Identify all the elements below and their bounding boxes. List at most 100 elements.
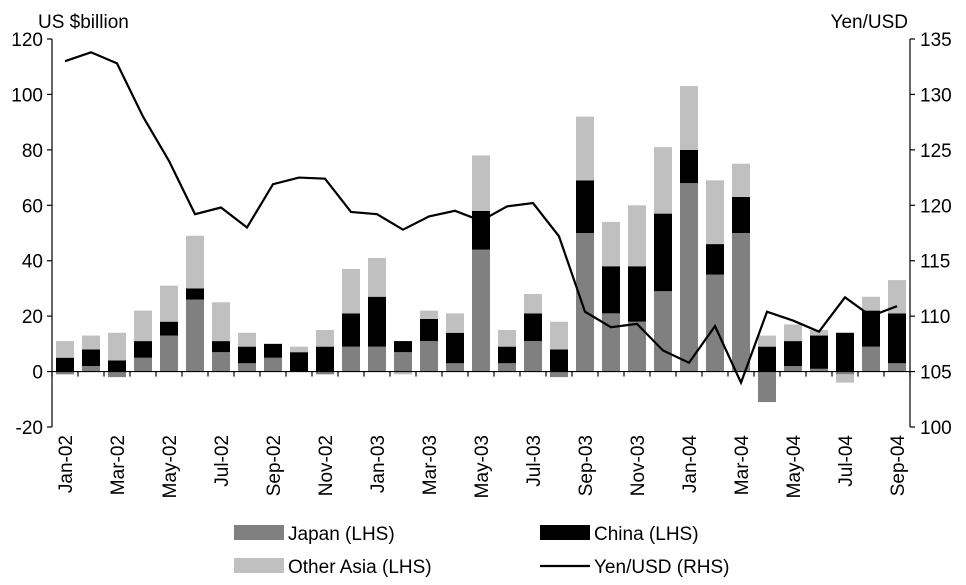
legend-label: China (LHS) — [594, 524, 699, 545]
bar-Aug-04-other-asia — [862, 296, 880, 311]
right-tick-label: 130 — [920, 85, 952, 106]
bar-Apr-04-other-asia — [758, 335, 776, 347]
bar-May-02-other-asia — [160, 285, 178, 322]
bar-Sep-03-other-asia — [576, 116, 594, 181]
bar-Feb-04-china — [706, 244, 724, 275]
bar-Sep-04-china — [888, 313, 906, 364]
bar-Oct-03-china — [602, 266, 620, 314]
right-tick-label: 125 — [920, 141, 952, 162]
right-tick-label: 135 — [920, 30, 952, 51]
line-layer — [64, 51, 898, 386]
bar-Jan-03-other-asia — [368, 257, 386, 297]
bar-Jul-02-china — [212, 341, 230, 353]
x-tick-label: Jan-02 — [56, 435, 77, 493]
legend-item: Japan (LHS) — [234, 524, 395, 545]
legend-item: Yen/USD (RHS) — [540, 557, 730, 578]
bar-Nov-03-japan — [628, 321, 646, 372]
bar-Jul-03-china — [524, 313, 542, 342]
bars-layer — [56, 86, 906, 403]
bar-Mar-02-japan — [108, 371, 126, 378]
left-tick-label: 40 — [22, 252, 43, 273]
right-tick-label: 110 — [920, 307, 950, 328]
x-tick-label: Jul-03 — [524, 435, 545, 487]
bar-Jul-04-china — [836, 332, 854, 372]
bar-Aug-03-japan — [550, 371, 568, 378]
left-tick-label: -20 — [16, 418, 43, 439]
bar-Mar-04-other-asia — [732, 163, 750, 197]
bar-Sep-03-china — [576, 180, 594, 233]
right-tick-label: 105 — [920, 363, 952, 384]
bar-Feb-03-japan — [394, 352, 412, 372]
right-tick-label: 120 — [920, 196, 952, 217]
axes-layer: -20 0 20 40 60 80 100 120 100 105 110 115 120 125 130 1… — [11, 30, 951, 498]
legend-swatch — [234, 525, 284, 540]
bar-Oct-03-japan — [602, 313, 620, 372]
yen-usd-line — [64, 51, 898, 386]
bar-Jul-02-other-asia — [212, 302, 230, 342]
bar-Jun-02-other-asia — [186, 235, 204, 289]
x-tick-label: Mar-02 — [108, 435, 129, 495]
bar-Jun-02-china — [186, 288, 204, 300]
x-tick-label: Jul-02 — [212, 435, 233, 487]
bar-Sep-02-china — [264, 343, 282, 358]
left-tick-label: 60 — [22, 196, 43, 217]
bar-Jun-02-japan — [186, 299, 204, 372]
bar-Apr-02-china — [134, 341, 152, 358]
left-tick-label: 0 — [32, 363, 43, 384]
bar-Jan-04-china — [680, 149, 698, 184]
bar-Dec-03-china — [654, 213, 672, 292]
bar-Mar-02-china — [108, 360, 126, 372]
bar-Aug-02-other-asia — [238, 332, 256, 347]
bar-Feb-02-japan — [82, 366, 100, 372]
bar-Dec-02-other-asia — [342, 269, 360, 314]
bar-Dec-03-other-asia — [654, 147, 672, 214]
x-tick-label: Sep-02 — [264, 435, 285, 496]
bar-Jun-03-china — [498, 346, 516, 364]
bar-Oct-02-china — [290, 352, 308, 372]
bar-Jan-02-japan — [56, 371, 74, 375]
bar-Apr-04-china — [758, 346, 776, 372]
bar-Oct-02-other-asia — [290, 346, 308, 353]
bar-Jan-03-china — [368, 296, 386, 347]
bar-Nov-02-other-asia — [316, 330, 334, 347]
bar-Jan-04-other-asia — [680, 86, 698, 150]
bar-Feb-02-china — [82, 349, 100, 367]
x-tick-label: Mar-03 — [420, 435, 441, 495]
x-tick-label: Mar-04 — [732, 435, 753, 496]
legend-label: Japan (LHS) — [288, 524, 395, 545]
left-tick-label: 20 — [22, 307, 43, 328]
bar-Apr-03-japan — [446, 363, 464, 372]
bar-Mar-03-china — [420, 318, 438, 342]
right-tick-label: 115 — [920, 252, 950, 273]
bar-May-02-china — [160, 321, 178, 336]
x-tick-label: May-02 — [160, 435, 181, 498]
bar-Aug-04-japan — [862, 346, 880, 372]
bar-Feb-04-japan — [706, 274, 724, 372]
left-axis-title: US $billion — [38, 12, 129, 33]
bar-Aug-03-other-asia — [550, 321, 568, 350]
right-axis-title: Yen/USD — [831, 12, 908, 33]
x-tick-label: Jan-03 — [368, 435, 389, 493]
bar-May-03-china — [472, 210, 490, 250]
bar-Jan-02-china — [56, 357, 74, 372]
bar-Aug-04-china — [862, 310, 880, 347]
bar-May-04-other-asia — [784, 324, 802, 342]
legend-label: Yen/USD (RHS) — [594, 557, 730, 578]
legend-item: Other Asia (LHS) — [234, 557, 432, 578]
bar-May-03-japan — [472, 249, 490, 372]
bar-Feb-04-other-asia — [706, 180, 724, 245]
bar-Sep-02-japan — [264, 357, 282, 372]
bar-Jun-04-japan — [810, 368, 828, 372]
bar-Nov-03-china — [628, 266, 646, 322]
bar-Apr-02-other-asia — [134, 310, 152, 342]
bar-Nov-02-japan — [316, 371, 334, 375]
bar-Oct-03-other-asia — [602, 221, 620, 267]
legend: Japan (LHS) China (LHS) Other Asia (LHS) Ye… — [234, 524, 730, 578]
bar-Apr-03-china — [446, 332, 464, 364]
x-tick-label: May-03 — [472, 435, 493, 498]
bar-May-04-japan — [784, 366, 802, 372]
bar-Mar-02-other-asia — [108, 332, 126, 361]
bar-May-04-china — [784, 341, 802, 367]
